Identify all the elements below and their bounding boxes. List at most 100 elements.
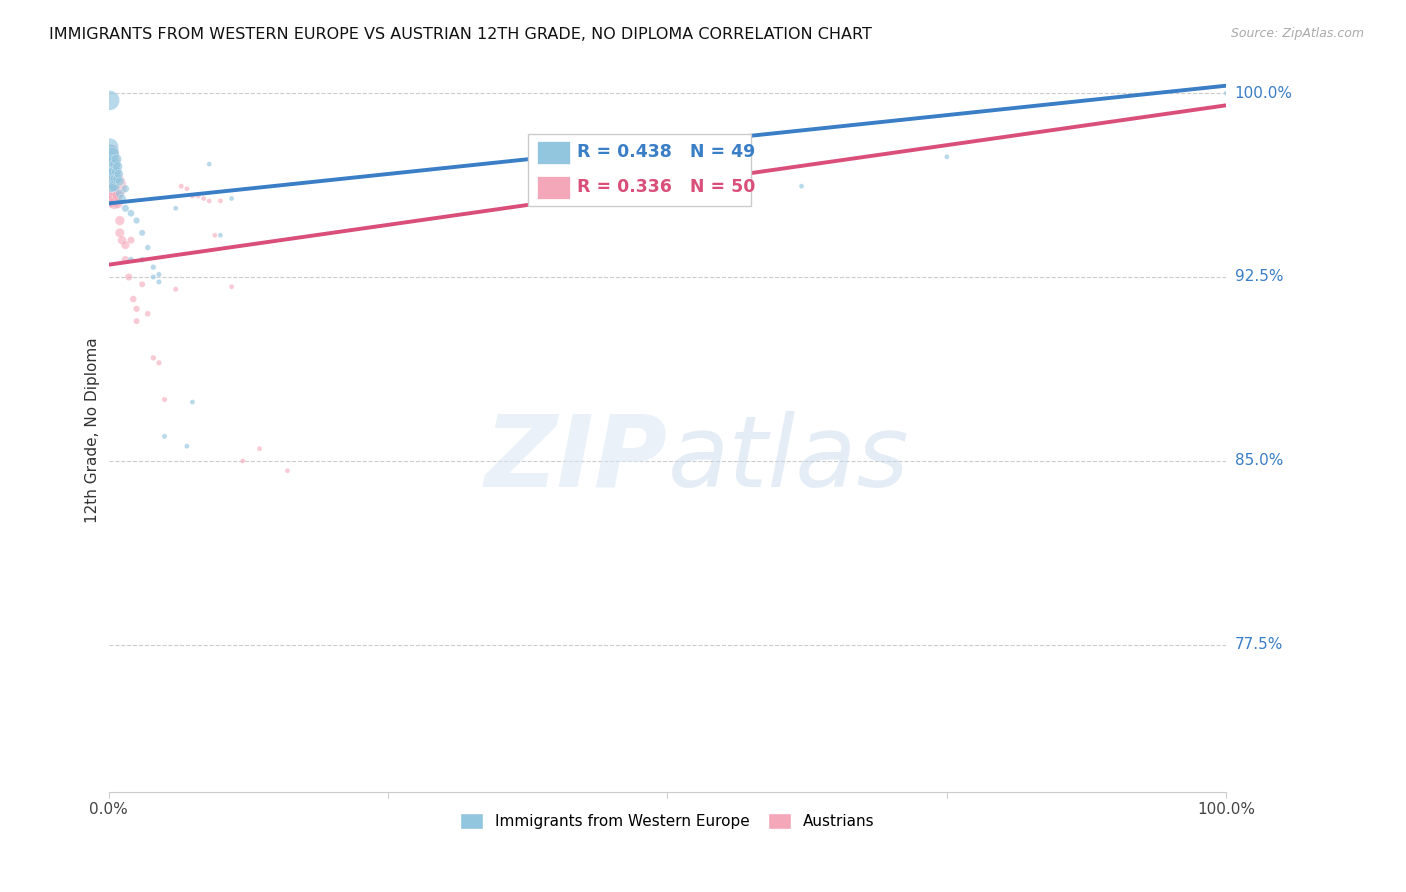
Point (108, 213, 131, 227)
Point (193, 192, 215, 206)
Point (153, 429, 176, 443)
Point (101, 184, 124, 198)
Point (103, 196, 125, 211)
Point (101, 164, 124, 178)
Point (125, 213, 148, 227)
Text: IMMIGRANTS FROM WESTERN EUROPE VS AUSTRIAN 12TH GRADE, NO DIPLOMA CORRELATION CH: IMMIGRANTS FROM WESTERN EUROPE VS AUSTRI… (49, 27, 872, 42)
Point (101, 154, 124, 169)
Point (107, 172, 129, 186)
Point (153, 392, 176, 407)
Point (221, 280, 243, 294)
Point (100, 179, 122, 194)
Point (107, 160, 129, 174)
Point (98, 167, 121, 181)
Point (170, 179, 193, 194)
Point (101, 172, 124, 186)
Point (1215, 86, 1237, 100)
Point (100, 162, 122, 177)
Point (249, 442, 271, 456)
Text: 77.5%: 77.5% (1234, 637, 1282, 652)
Point (232, 454, 254, 468)
Point (98, 94, 121, 108)
Point (100, 154, 122, 169)
Point (107, 196, 129, 211)
Point (181, 395, 204, 409)
Point (101, 154, 124, 169)
Point (100, 167, 122, 181)
Point (114, 202, 136, 216)
Point (148, 356, 170, 370)
Legend: Immigrants from Western Europe, Austrians: Immigrants from Western Europe, Austrian… (454, 806, 882, 835)
Point (98, 154, 121, 169)
Point (209, 228, 232, 243)
Point (600, 194, 623, 208)
Point (148, 275, 170, 289)
Point (118, 270, 141, 285)
Point (209, 194, 232, 208)
Point (142, 270, 165, 285)
Point (120, 206, 142, 220)
Point (98, 140, 121, 154)
Point (187, 189, 209, 203)
Point (176, 439, 198, 453)
Point (103, 184, 125, 198)
Point (657, 154, 679, 169)
FancyBboxPatch shape (527, 134, 751, 206)
Point (104, 179, 127, 194)
Point (101, 157, 124, 171)
Point (98, 179, 121, 194)
Text: 85.0%: 85.0% (1234, 453, 1282, 468)
Point (101, 157, 124, 171)
Text: 92.5%: 92.5% (1234, 269, 1284, 285)
Point (198, 157, 221, 171)
Point (108, 186, 131, 201)
Point (108, 226, 131, 240)
Point (142, 351, 165, 365)
Point (790, 179, 813, 194)
Point (114, 238, 136, 252)
Point (204, 228, 226, 243)
FancyBboxPatch shape (537, 176, 571, 199)
Point (105, 153, 128, 167)
Point (101, 179, 124, 194)
Point (120, 252, 142, 267)
Point (276, 464, 298, 478)
Point (131, 252, 153, 267)
Point (101, 169, 124, 184)
Point (125, 301, 148, 316)
Point (107, 189, 129, 203)
Point (105, 186, 128, 201)
Point (105, 164, 128, 178)
Point (114, 252, 136, 267)
Point (108, 174, 131, 188)
Point (136, 241, 159, 255)
Point (935, 150, 957, 164)
Point (181, 189, 204, 203)
Point (107, 167, 129, 181)
Point (100, 179, 122, 194)
Point (98, 192, 121, 206)
Point (100, 145, 122, 159)
Point (125, 314, 148, 328)
Point (176, 182, 198, 196)
Point (165, 282, 187, 296)
Point (131, 226, 153, 240)
Point (97, 179, 120, 194)
Point (165, 202, 187, 216)
Point (103, 164, 125, 178)
Point (104, 157, 127, 171)
Point (103, 179, 125, 194)
Point (131, 277, 153, 292)
Text: atlas: atlas (668, 410, 910, 508)
Point (100, 194, 122, 208)
Point (136, 307, 159, 321)
Point (101, 167, 124, 181)
Point (221, 192, 243, 206)
Point (111, 233, 134, 247)
Point (122, 292, 145, 306)
Text: Source: ZipAtlas.com: Source: ZipAtlas.com (1230, 27, 1364, 40)
Text: R = 0.438   N = 49: R = 0.438 N = 49 (576, 144, 755, 161)
Point (98, 164, 121, 178)
Point (114, 182, 136, 196)
Point (98, 153, 121, 167)
